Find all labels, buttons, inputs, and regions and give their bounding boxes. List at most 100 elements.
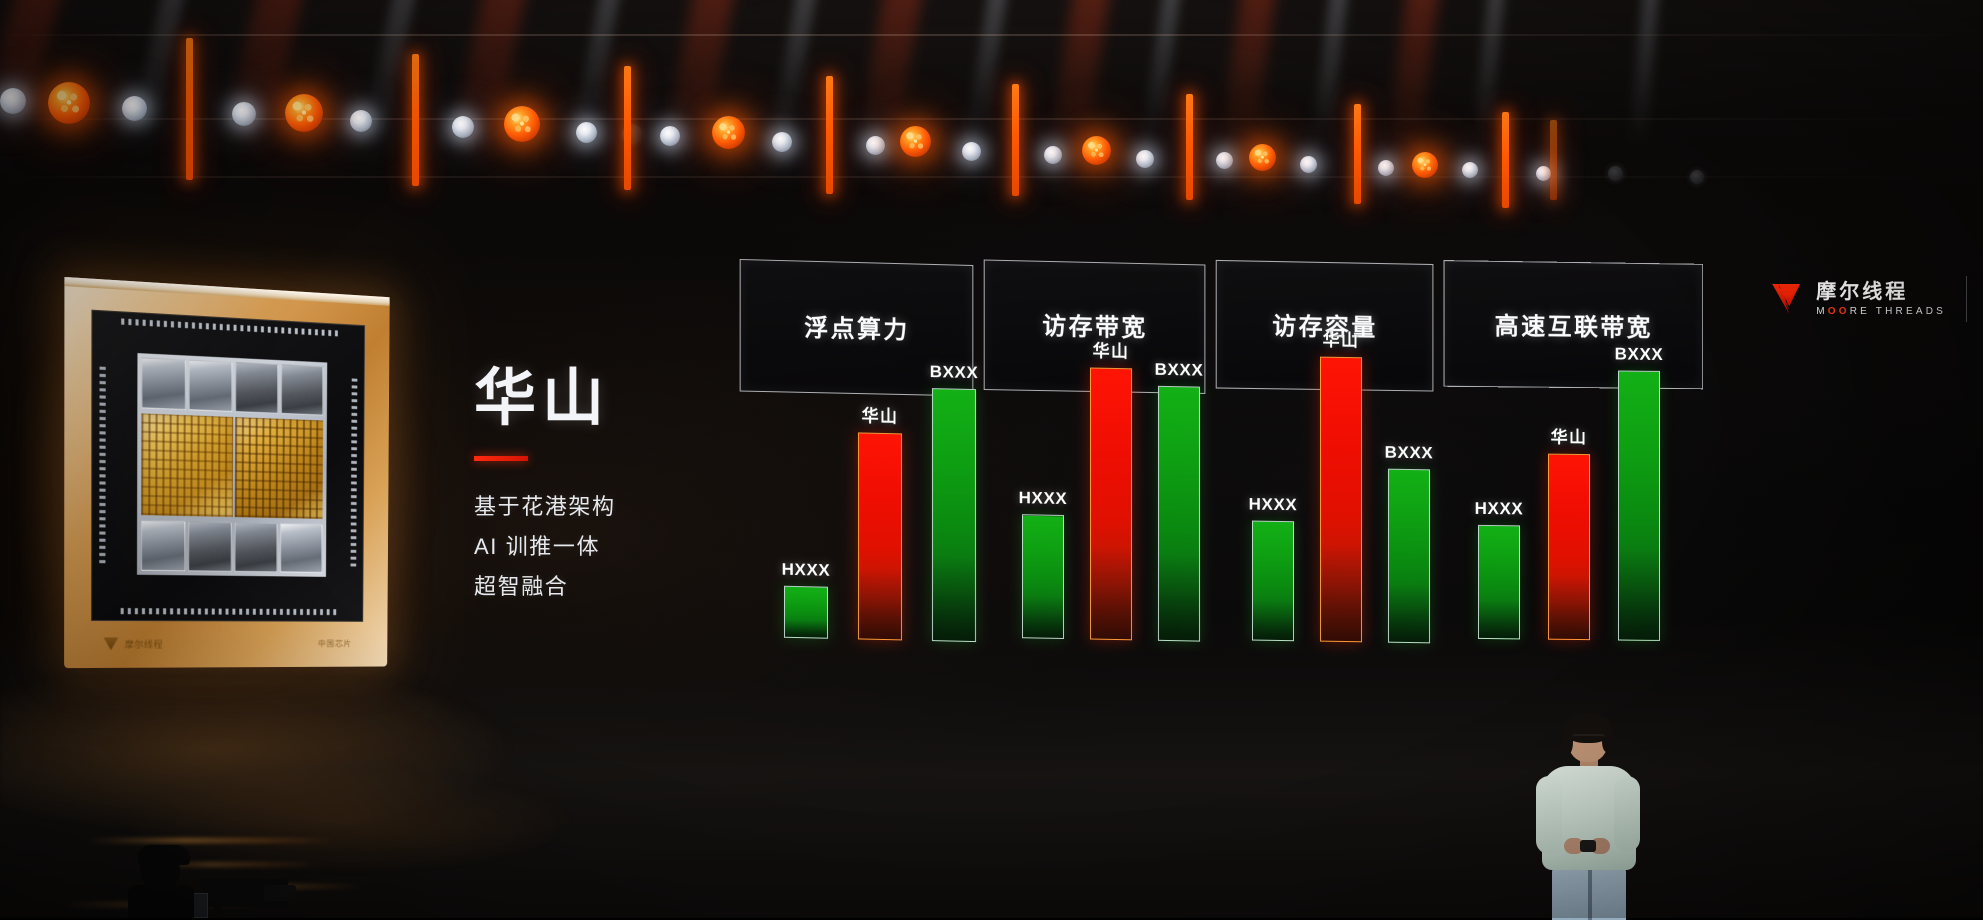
- bar-group: HXXX: [1019, 342, 1067, 640]
- white-spotlight-icon: [660, 126, 680, 146]
- bar-bxxx: BXXX: [1155, 360, 1203, 642]
- bar-label: 华山: [861, 406, 899, 426]
- presenter-glasses-icon: [1572, 734, 1605, 743]
- bar-label: 华山: [1550, 427, 1588, 448]
- white-spotlight-icon: [452, 116, 474, 138]
- white-spotlight-icon: [576, 122, 597, 143]
- bar-group: HXXX: [1249, 341, 1297, 642]
- moore-threads-triangle-icon: [103, 637, 118, 650]
- orange-led-bar-icon: [1354, 104, 1361, 204]
- bar-label: BXXX: [1614, 344, 1664, 364]
- white-spotlight-icon: [1300, 156, 1317, 173]
- orange-led-bar-icon: [1502, 112, 1509, 208]
- white-spotlight-icon: [772, 132, 792, 152]
- compute-die-area: [141, 413, 324, 519]
- chip-package-body: [90, 309, 366, 622]
- orange-cluster-light-icon: [48, 82, 90, 124]
- bar-huashan: 华山: [1548, 428, 1590, 641]
- bar-group: 华山: [858, 351, 902, 641]
- presenter-arm-left: [1536, 776, 1562, 854]
- bar-label: HXXX: [1018, 487, 1068, 508]
- bar-group: HXXX: [782, 350, 830, 639]
- hbm-stack: [281, 364, 324, 416]
- bar-label: HXXX: [1474, 498, 1524, 519]
- hbm-stack: [188, 520, 233, 572]
- orange-led-bar-icon: [1012, 84, 1019, 196]
- bar-group: 华山: [1090, 341, 1132, 641]
- bar-bxxx: BXXX: [930, 362, 978, 643]
- list-item: AI 训推一体: [474, 534, 601, 560]
- orange-led-bar-icon: [1550, 120, 1557, 200]
- white-spotlight-icon: [350, 110, 372, 132]
- chip-product-image: 摩尔线程 中国芯片: [26, 258, 446, 708]
- orange-cluster-light-icon: [712, 116, 745, 149]
- chart-bars-interconnect-bandwidth: HXXX 华山 BXXX: [1475, 339, 1678, 641]
- dim-light-icon: [1608, 166, 1623, 181]
- feature-list: 基于花港架构 AI 训推一体 超智融合: [474, 487, 754, 607]
- hbm-stack: [188, 359, 233, 413]
- bar-label: HXXX: [1248, 494, 1298, 515]
- operator-cap: [138, 845, 190, 865]
- bar-group: BXXX: [1155, 345, 1203, 642]
- bar-group: BXXX: [1385, 343, 1433, 644]
- bar-label: 华山: [1092, 341, 1130, 361]
- bar-label: HXXX: [781, 559, 831, 580]
- hbm-stack: [141, 519, 186, 571]
- floor-reflection-streak: [86, 838, 336, 843]
- orange-led-bar-icon: [826, 76, 833, 194]
- bar-group: BXXX: [930, 353, 978, 643]
- orange-cluster-light-icon: [1082, 136, 1111, 165]
- bar-label: BXXX: [929, 361, 979, 382]
- chart-title: 高速互联带宽: [1494, 312, 1653, 342]
- white-spotlight-icon: [1462, 162, 1478, 178]
- hbm-stack-row-top: [141, 357, 324, 416]
- comparison-charts: 浮点算力 HXXX 华山 BXXX 访存带宽 HXXX: [736, 258, 1983, 682]
- list-item: 超智融合: [474, 574, 569, 600]
- orange-cluster-light-icon: [900, 126, 931, 157]
- chip-pads-right: [350, 378, 358, 569]
- orange-led-bar-icon: [624, 66, 631, 190]
- chip-brand-logo: 摩尔线程: [103, 637, 163, 650]
- orange-led-bar-icon: [186, 38, 193, 180]
- hbm-stack: [235, 362, 279, 415]
- presenter-arm-right: [1614, 776, 1640, 852]
- white-spotlight-icon: [1044, 146, 1062, 164]
- bar-hxxx: HXXX: [1475, 499, 1523, 640]
- brand-divider: [1966, 276, 1967, 322]
- bar-huashan: 华山: [1090, 341, 1132, 641]
- presenter-leg-split: [1588, 866, 1592, 920]
- chart-bars-memory-bandwidth: HXXX 华山 BXXX: [1019, 341, 1210, 642]
- bar-hxxx: HXXX: [1249, 494, 1297, 642]
- chip-substrate-footer: 摩尔线程 中国芯片: [91, 627, 363, 660]
- white-spotlight-icon: [1536, 166, 1551, 181]
- bar-group: HXXX: [1475, 339, 1523, 640]
- hbm-stack-row-bottom: [141, 519, 323, 573]
- dim-light-icon: [1690, 170, 1704, 184]
- title-underline-rule: [474, 456, 528, 461]
- white-spotlight-icon: [122, 96, 147, 121]
- chip-pads-bottom: [120, 608, 337, 616]
- bar-bxxx: BXXX: [1385, 443, 1433, 644]
- white-spotlight-icon: [1216, 152, 1233, 169]
- chip-interposer: [137, 353, 328, 577]
- bar-group: 华山: [1320, 331, 1362, 643]
- compute-die: [141, 413, 233, 517]
- bar-hxxx: HXXX: [782, 560, 830, 639]
- white-spotlight-icon: [1378, 160, 1394, 176]
- page-title: 华山: [474, 364, 611, 433]
- product-text-block: 华山 基于花港架构 AI 训推一体 超智融合: [474, 368, 754, 607]
- bar-group: 华山: [1548, 340, 1590, 641]
- presenter-person-icon: [1534, 713, 1642, 920]
- compute-die: [234, 417, 324, 519]
- brand-logo: 摩尔线程 MOORE THREADS: [1772, 276, 1967, 322]
- bar-hxxx: HXXX: [1019, 488, 1067, 640]
- camera-operator-icon: [96, 845, 296, 918]
- chip-brand-label: 摩尔线程: [124, 638, 164, 650]
- chip-code-label: 中国芯片: [317, 638, 352, 648]
- orange-cluster-light-icon: [285, 94, 323, 132]
- chart-bars-floating-point: HXXX 华山 BXXX: [782, 350, 984, 643]
- white-spotlight-icon: [232, 102, 256, 126]
- camera-lens: [264, 885, 296, 901]
- list-item: 基于花港架构: [474, 494, 616, 519]
- chip-pads-top: [120, 318, 339, 337]
